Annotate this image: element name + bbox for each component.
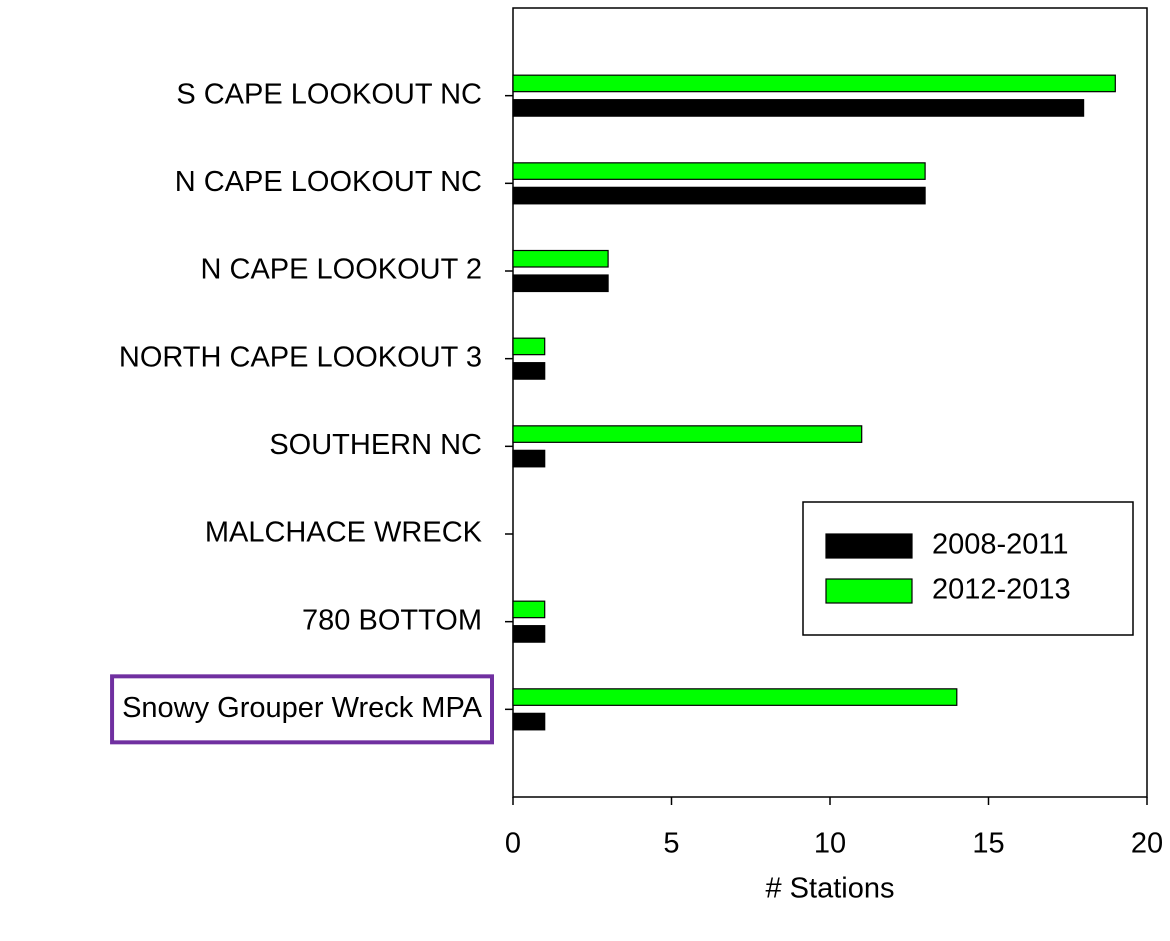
- y-tick-label: N CAPE LOOKOUT 2: [201, 254, 483, 286]
- x-tick-label: 10: [814, 828, 846, 860]
- y-tick-label: 780 BOTTOM: [302, 604, 482, 636]
- y-tick-label: S CAPE LOOKOUT NC: [176, 78, 482, 110]
- bar: [512, 425, 863, 443]
- bar: [512, 362, 546, 380]
- legend-swatch: [825, 533, 913, 559]
- plot-frame: [512, 7, 1148, 798]
- bar: [512, 274, 609, 293]
- bar: [512, 449, 546, 468]
- bar: [512, 186, 926, 205]
- bar: [512, 337, 546, 356]
- y-tick-label: NORTH CAPE LOOKOUT 3: [119, 341, 482, 373]
- bar: [512, 625, 546, 643]
- y-tick-label: Snowy Grouper Wreck MPA: [122, 692, 483, 724]
- bar: [512, 688, 958, 706]
- bar: [512, 99, 1085, 117]
- bar: [512, 249, 609, 268]
- bar: [512, 600, 546, 619]
- x-tick-label: 20: [1131, 828, 1163, 860]
- bar: [512, 74, 1116, 93]
- legend-label: 2012-2013: [932, 574, 1071, 606]
- bar: [512, 712, 546, 731]
- y-tick-label: SOUTHERN NC: [269, 429, 482, 461]
- legend-swatch: [825, 578, 913, 604]
- x-tick-label: 5: [663, 828, 679, 860]
- bar: [512, 162, 926, 180]
- x-tick-label: 0: [505, 828, 521, 860]
- x-axis-label: # Stations: [766, 873, 895, 905]
- legend-box: [802, 501, 1134, 636]
- x-tick-label: 15: [972, 828, 1004, 860]
- legend-label: 2008-2011: [932, 529, 1069, 561]
- y-tick-label: N CAPE LOOKOUT NC: [175, 166, 482, 198]
- y-tick-label: MALCHACE WRECK: [205, 517, 483, 549]
- highlight-box: [110, 674, 494, 745]
